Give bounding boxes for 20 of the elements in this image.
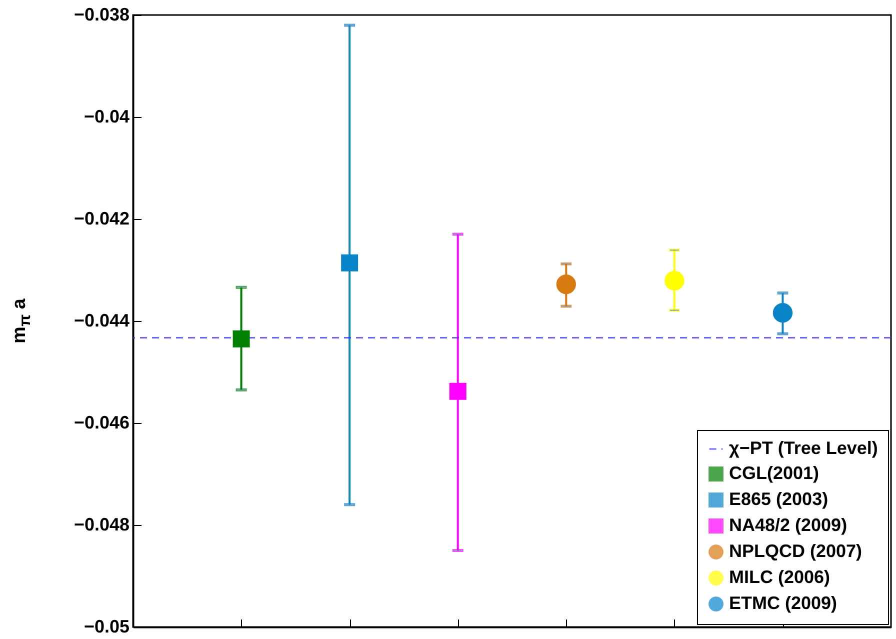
legend-label: χ−PT (Tree Level): [729, 438, 878, 458]
point: [556, 274, 576, 294]
y-tick-label: −0.048: [74, 514, 130, 534]
legend-label: ETMC (2009): [729, 593, 838, 613]
legend-label: NA48/2 (2009): [729, 515, 848, 535]
y-tick-label: −0.038: [74, 4, 130, 24]
point: [772, 303, 793, 323]
legend-label: NPLQCD (2007): [729, 541, 862, 561]
y-tick-label: −0.05: [84, 616, 130, 636]
legend-label: CGL(2001): [729, 463, 820, 483]
legend-label: E865 (2003): [729, 489, 828, 509]
y-tick-label: −0.044: [74, 310, 130, 330]
point: [449, 382, 466, 400]
y-tick-label: −0.04: [84, 106, 130, 126]
point: [341, 254, 358, 272]
legend-label: MILC (2006): [729, 567, 830, 587]
point: [664, 270, 684, 291]
point: [232, 330, 250, 348]
y-tick-label: −0.046: [74, 412, 130, 432]
y-tick-label: −0.042: [74, 208, 130, 228]
